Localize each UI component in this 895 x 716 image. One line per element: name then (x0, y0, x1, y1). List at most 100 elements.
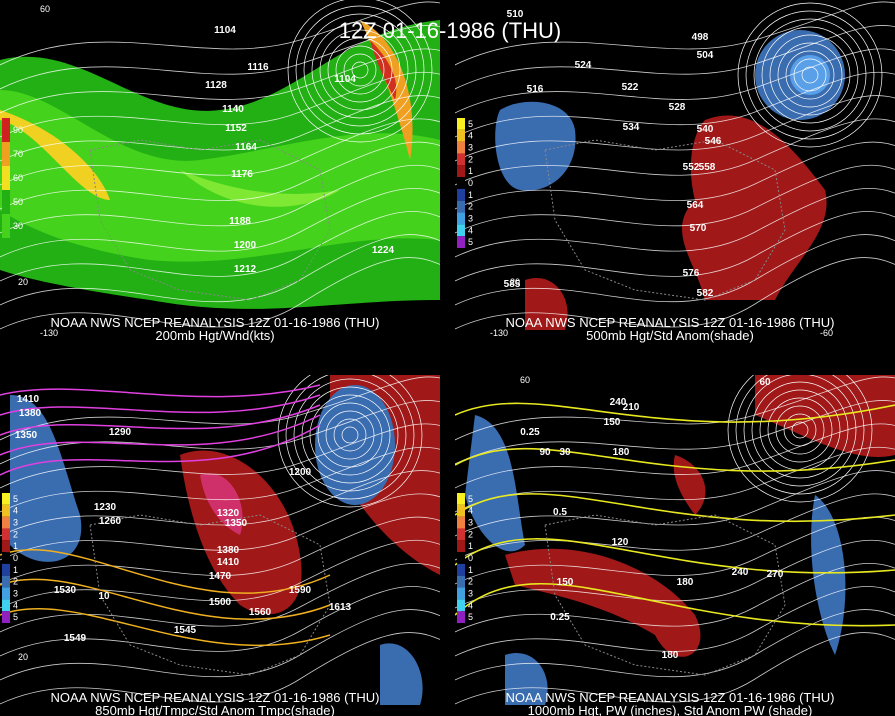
low-contour (335, 45, 385, 95)
legend-swatch (457, 141, 465, 154)
contour-label: 1613 (329, 602, 352, 613)
contour-line (0, 25, 440, 90)
contour-label: 1410 (17, 394, 40, 405)
low-contour (317, 402, 383, 468)
legend-label: 5 (468, 612, 473, 622)
panel-caption: NOAA NWS NCEP REANALYSIS 12Z 01-16-1986 … (51, 315, 380, 330)
contour-label: 0.25 (550, 612, 570, 623)
legend-label: 2 (468, 577, 473, 587)
panel-500mb (455, 0, 895, 340)
contour-line (0, 493, 440, 561)
legend-label: 30 (13, 221, 23, 231)
legend-swatch (457, 224, 465, 237)
contour-line (0, 118, 440, 186)
legend-swatch (2, 493, 10, 505)
contour-label: 524 (575, 60, 592, 71)
contour-line (455, 400, 895, 465)
pw-contour (455, 493, 895, 523)
legend-swatch (457, 188, 465, 201)
legend-swatch (2, 575, 10, 588)
contour-label: 504 (697, 50, 714, 61)
legend-label: 2 (13, 529, 18, 539)
legend-label: 60 (13, 173, 23, 183)
legend-swatch (457, 118, 465, 130)
low-contour (767, 397, 833, 463)
contour-label: 540 (697, 124, 714, 135)
legend-swatch (457, 587, 465, 600)
contour-label: 510 (507, 9, 524, 20)
low-contour (737, 2, 883, 148)
contour-label: 1128 (205, 80, 227, 91)
panel-850mb (0, 375, 440, 715)
panel-subcaption: 850mb Hgt/Tmpc/Std Anom Tmpc(shade) (95, 703, 335, 716)
legend-swatch (457, 552, 465, 564)
legend-swatch (457, 493, 465, 505)
pw-contour (455, 448, 895, 472)
contour-label: 516 (527, 84, 544, 95)
low-contour (287, 0, 433, 143)
contour-label: 522 (622, 82, 639, 93)
contour-label: 1176 (231, 169, 253, 180)
legend-label: 3 (468, 518, 473, 528)
legend-label: 0 (468, 178, 473, 188)
contour-label: 1560 (249, 607, 272, 618)
contour-line (0, 539, 440, 609)
contour-line (0, 234, 440, 306)
legend-swatch (457, 540, 465, 553)
panel-subcaption: 500mb Hgt/Std Anom(shade) (586, 328, 754, 343)
contour-label: 534 (623, 122, 640, 133)
axis-label: 20 (18, 277, 28, 287)
contour-label: 1320 (217, 508, 240, 519)
contour-label: 120 (612, 537, 629, 548)
contour-label: 0.5 (553, 507, 567, 518)
legend-label: 3 (13, 518, 18, 528)
legend-label: 5 (468, 119, 473, 129)
panel-200mb (0, 0, 440, 340)
legend-swatch (457, 563, 465, 576)
contour-line (455, 609, 895, 681)
coastline (544, 139, 786, 301)
contour-label: 498 (692, 32, 709, 43)
low-contour (295, 5, 425, 135)
contour-line (455, 423, 895, 489)
contour-line (0, 586, 440, 657)
contour-label: 240 (610, 397, 627, 408)
contour-label: 180 (662, 650, 679, 661)
legend-swatch (457, 516, 465, 529)
contour-label: 180 (613, 447, 630, 458)
axis-label: 20 (510, 277, 520, 287)
low-contour (775, 405, 825, 455)
contour-label: 150 (557, 577, 574, 588)
legend-swatch (2, 118, 10, 142)
axis-label: 60 (40, 4, 50, 14)
contour-label: 570 (690, 223, 707, 234)
legend-label: 70 (13, 149, 23, 159)
legend-label: 5 (13, 494, 18, 504)
panel-subcaption: 200mb Hgt/Wnd(kts) (155, 328, 274, 343)
contour-line (0, 257, 440, 330)
contour-line (0, 164, 440, 234)
contour-label: 546 (705, 136, 722, 147)
panel-caption: NOAA NWS NCEP REANALYSIS 12Z 01-16-1986 … (51, 690, 380, 705)
low-contour (761, 26, 859, 124)
low-contour (309, 394, 391, 476)
coastline (89, 139, 331, 301)
low-contour (327, 37, 393, 103)
low-contour (293, 378, 407, 492)
temp-contour (0, 424, 321, 476)
legend-label: 1 (468, 190, 473, 200)
contour-label: 1200 (289, 467, 312, 478)
legend-label: 4 (468, 225, 473, 235)
contour-label: 558 (699, 162, 716, 173)
legend-label: 2 (13, 577, 18, 587)
contour-label: 582 (697, 288, 714, 299)
legend-swatch (457, 165, 465, 178)
low-contour (727, 375, 873, 503)
panel-1000mb (455, 375, 895, 715)
contour-label: 576 (683, 268, 700, 279)
contour-line (455, 118, 895, 186)
low-contour (319, 29, 401, 111)
contour-label: 1116 (247, 62, 269, 73)
legend-label: 1 (468, 166, 473, 176)
